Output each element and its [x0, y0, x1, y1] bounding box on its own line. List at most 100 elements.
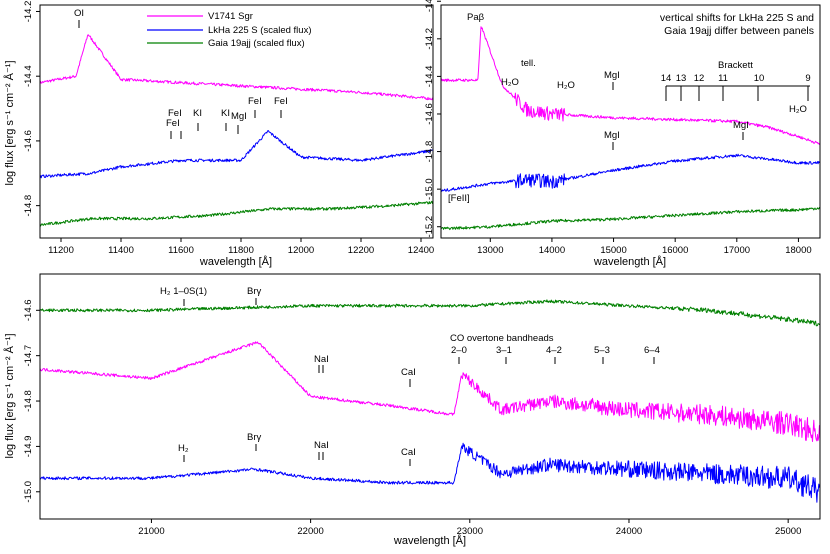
shift-note-line-2: Gaia 19ajj differ between panels [664, 25, 814, 37]
line-label-nai-1: NaI [314, 354, 329, 365]
line-label-ki-2: KI [221, 108, 230, 119]
co-bandhead-label-3-1: 3–1 [496, 345, 512, 356]
line-label-h2o-1: H₂O [501, 77, 519, 88]
spectrum-line-magenta [441, 26, 820, 145]
x-tick-label: 23000 [457, 526, 483, 537]
y-axis-label: log flux [erg s⁻¹ cm⁻² Å⁻¹] [3, 334, 16, 459]
y-tick-label: -15.0 [23, 481, 34, 503]
spectrum-line-magenta [40, 341, 820, 442]
y-tick-label: -14.6 [23, 130, 34, 152]
x-tick-label: 12000 [288, 245, 314, 256]
y-tick-label: -14.2 [424, 28, 435, 50]
y-tick-label: -15.0 [424, 178, 435, 200]
x-axis-label: wavelength [Å] [199, 255, 272, 268]
x-tick-label: 22000 [297, 526, 323, 537]
line-label-mgi-3: MgI [733, 120, 749, 131]
x-tick-label: 17000 [724, 245, 750, 256]
legend-label-gaia: Gaia 19ajj (scaled flux) [208, 38, 305, 49]
line-label-fei-3: FeI [248, 96, 262, 107]
line-label-mgi-1: MgI [604, 70, 620, 81]
plot-frame [39, 4, 434, 239]
y-tick-label: -14.9 [23, 436, 34, 458]
panel-bottom: 21000 22000 23000 24000 25000 -15.0 -14.9 -14.8… [3, 273, 821, 547]
y-tick-label: -14.6 [424, 103, 435, 125]
brackett-number: 11 [718, 73, 728, 84]
plot-frame [440, 4, 821, 239]
x-tick-label: 25000 [775, 526, 801, 537]
brackett-number: 13 [676, 73, 687, 84]
line-label-cai-1: CaI [401, 367, 416, 378]
x-tick-label: 16000 [662, 245, 688, 256]
co-bandheads-title: CO overtone bandheads [450, 333, 554, 344]
y-tick-label: -14.6 [23, 299, 34, 321]
y-tick-label: -15.2 [424, 216, 435, 238]
line-label-oi: OI [74, 8, 84, 19]
panel-top-left: 11200 11400 11600 11800 12000 12200 12400 -14.8… [3, 1, 434, 268]
line-label-cai-2: CaI [401, 447, 416, 458]
line-label-mgi-2: MgI [604, 130, 620, 141]
brackett-number: 14 [661, 73, 672, 84]
x-axis-label: wavelength [Å] [393, 534, 466, 547]
y-tick-label: -14.7 [23, 345, 34, 367]
spectrum-line-green [441, 207, 820, 231]
x-tick-label: 12400 [408, 245, 434, 256]
co-bandhead-label-6-4: 6–4 [644, 345, 660, 356]
y-tick-label: -14.2 [23, 1, 34, 23]
line-label-h2o-2: H₂O [557, 80, 575, 91]
line-label-fei-1: FeI [168, 108, 182, 119]
x-tick-label: 24000 [616, 526, 642, 537]
brackett-number: 10 [754, 73, 765, 84]
line-label-ki-1: KI [193, 108, 202, 119]
shift-note-line-1: vertical shifts for LkHa 225 S and [660, 12, 814, 24]
line-label-fei-4: FeI [274, 96, 288, 107]
y-tick-label: -14.4 [424, 66, 435, 88]
x-tick-label: 14000 [539, 245, 565, 256]
spectrum-line-magenta [40, 34, 433, 101]
x-tick-label: 21000 [138, 526, 164, 537]
y-axis-label: log flux [erg s⁻¹ cm⁻² Å⁻¹] [3, 61, 16, 186]
brackett-number: 12 [694, 73, 705, 84]
line-label-feii: [FeII] [448, 193, 470, 204]
x-tick-label: 11400 [108, 245, 134, 256]
legend-label-v1741: V1741 Sgr [208, 11, 253, 22]
co-bandhead-label-4-2: 4–2 [546, 345, 562, 356]
x-tick-label: 18000 [785, 245, 811, 256]
x-tick-label: 11600 [168, 245, 194, 256]
line-label-h2-2: H₂ [178, 443, 189, 454]
brackett-series-marker: Brackett 14 13 12 11 10 9 [661, 60, 811, 101]
spectrum-line-blue [441, 153, 820, 192]
brackett-label: Brackett [718, 60, 753, 71]
spectrum-line-blue [40, 130, 433, 179]
line-label-h2o-3: H₂O [789, 104, 807, 115]
line-label-h2-1-0s1: H₂ 1–0S(1) [160, 286, 207, 297]
legend-label-lkha: LkHa 225 S (scaled flux) [208, 25, 312, 36]
line-label-nai-2: NaI [314, 440, 329, 451]
y-tick-label: -14.4 [23, 65, 34, 87]
x-tick-label: 15000 [600, 245, 626, 256]
legend: V1741 Sgr LkHa 225 S (scaled flux) Gaia … [147, 11, 312, 49]
y-tick-label: -14.8 [23, 195, 34, 217]
line-label-telluric: tell. [521, 58, 536, 69]
x-tick-label: 11200 [48, 245, 74, 256]
co-bandhead-label-5-3: 5–3 [594, 345, 610, 356]
spectrum-line-blue [40, 442, 820, 503]
line-label-pabeta: Paβ [467, 12, 485, 23]
spectrum-line-green [40, 299, 820, 327]
panel-top-right: 13000 14000 15000 16000 17000 18000 -15.2 -15.0… [424, 0, 821, 268]
line-label-brgamma-1: Brγ [247, 286, 262, 297]
x-axis-label: wavelength [Å] [593, 255, 666, 268]
brackett-number: 9 [805, 73, 810, 84]
x-tick-label: 11800 [228, 245, 254, 256]
line-label-mgi: MgI [231, 111, 247, 122]
spectrum-line-green [40, 200, 433, 227]
y-tick-label: -14.0 [424, 0, 435, 12]
x-tick-label: 13000 [477, 245, 503, 256]
y-tick-label: -14.8 [424, 141, 435, 163]
line-label-brgamma-2: Brγ [247, 432, 262, 443]
x-tick-label: 12200 [348, 245, 374, 256]
plot-frame [39, 273, 821, 520]
line-label-fei-2: FeI [166, 118, 180, 129]
co-bandhead-label-2-0: 2–0 [451, 345, 467, 356]
y-tick-label: -14.8 [23, 390, 34, 412]
